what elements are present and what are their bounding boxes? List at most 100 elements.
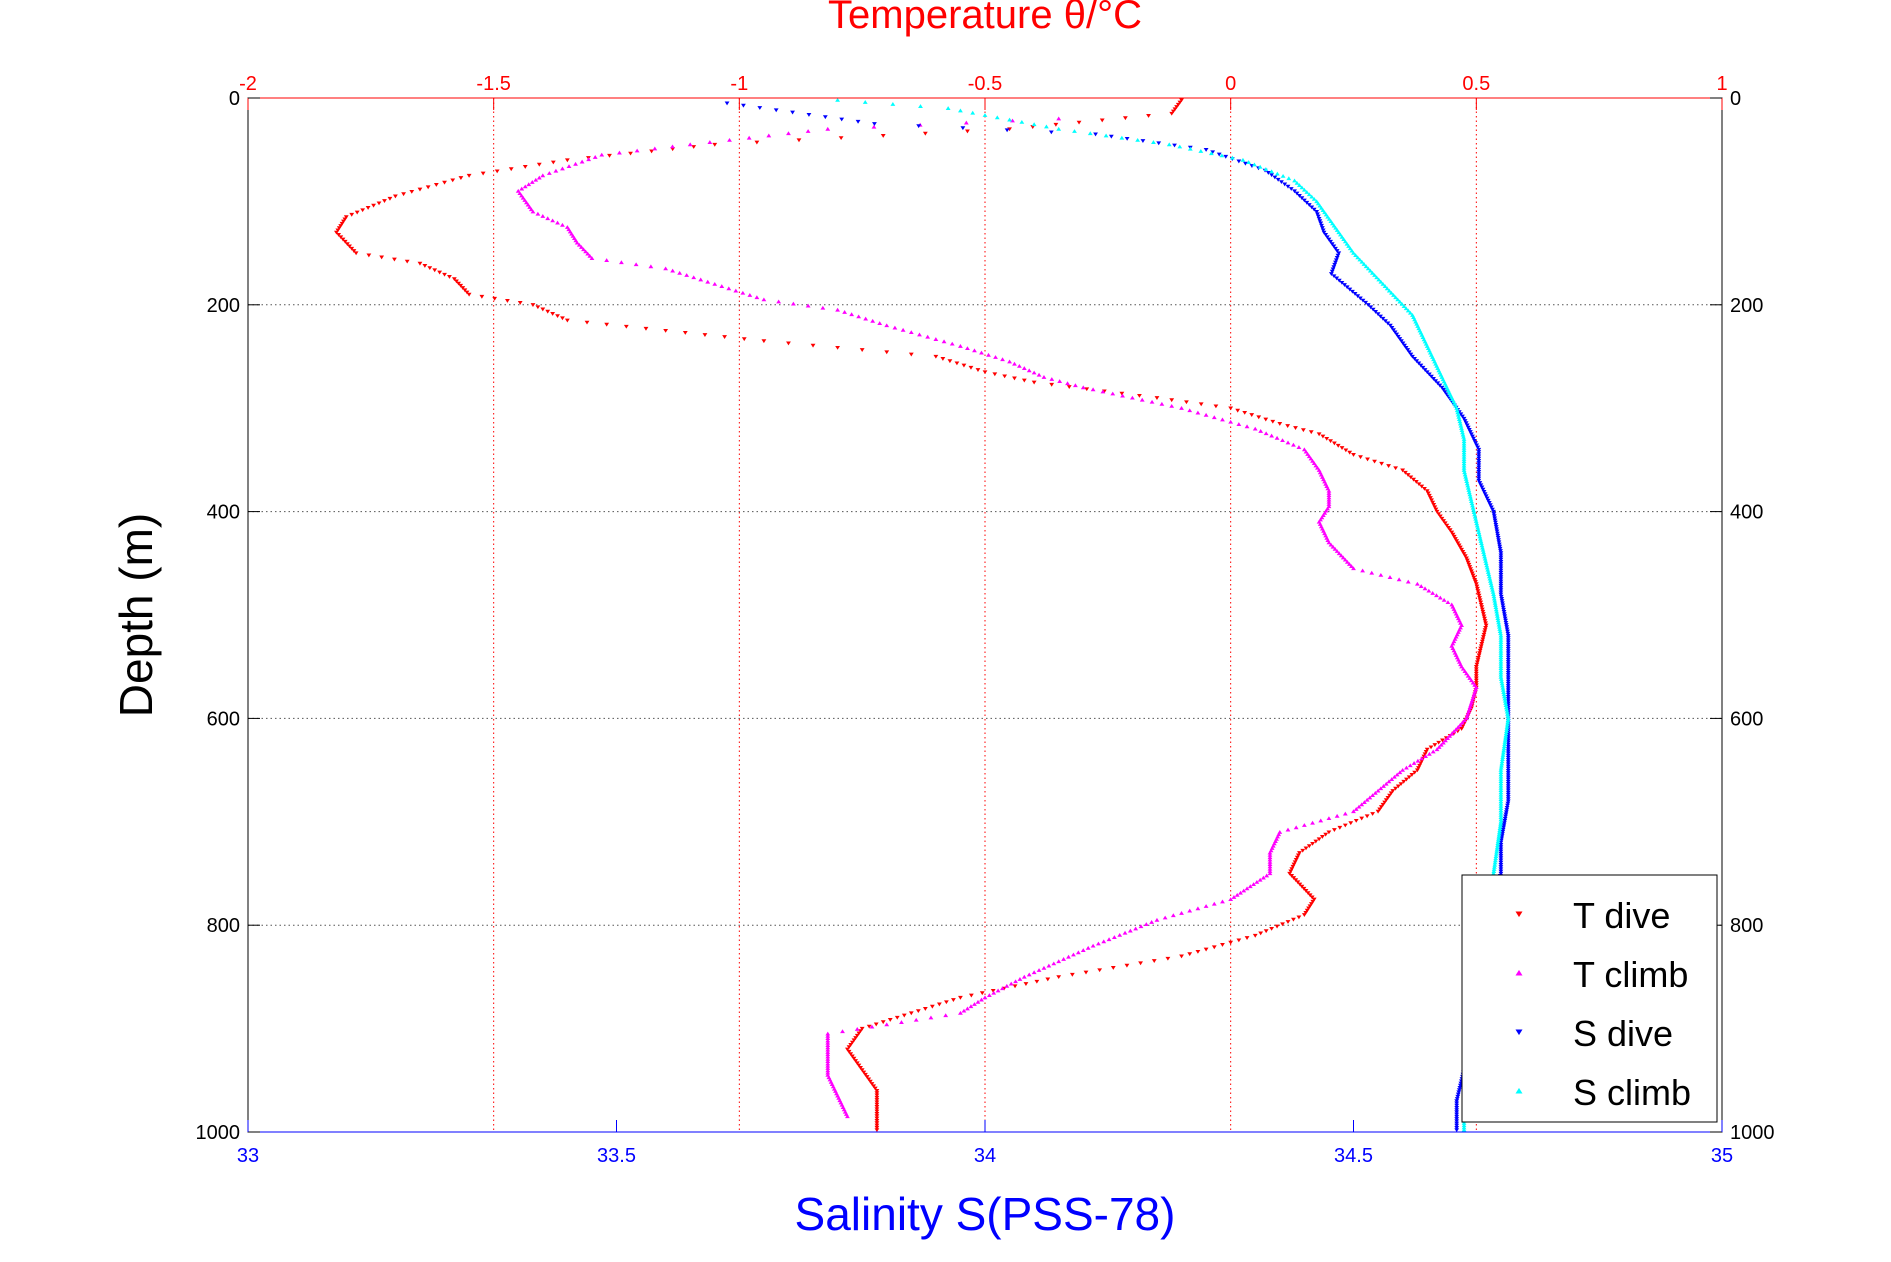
data-point [856,1063,862,1068]
data-point [943,1013,949,1018]
data-point [707,140,713,144]
data-point [1505,684,1511,688]
data-point [540,173,546,178]
data-point [1501,748,1507,753]
data-point [1364,814,1370,819]
data-point [1486,574,1492,579]
data-point [1476,472,1482,477]
data-point [1349,564,1354,568]
data-point [1124,136,1130,141]
data-point [1476,593,1482,598]
data-point [1499,763,1504,768]
data-point [1498,854,1504,858]
data-point [1498,783,1504,788]
data-point [1291,917,1296,922]
data-point [1477,648,1483,653]
data-point [825,1043,831,1047]
data-point [874,1098,880,1102]
data-point [746,135,752,140]
data-point [1492,598,1498,603]
data-point [1066,954,1071,959]
data-point [1396,577,1402,582]
data-point [1151,959,1157,963]
data-point [1445,600,1451,605]
data-point [1498,862,1504,867]
data-point [1351,809,1356,814]
data-point [1501,694,1507,699]
data-point [862,99,868,104]
data-point [1372,790,1378,795]
data-point [1498,659,1504,664]
data-point [1187,408,1193,413]
data-point [573,161,578,166]
data-point [1491,509,1496,514]
data-point [1002,374,1008,379]
data-point [1195,949,1201,954]
data-point [1461,443,1467,448]
data-point [1379,461,1384,466]
data-point [1280,438,1285,443]
data-point [442,272,447,277]
data-point [1324,235,1330,240]
data-point [517,301,523,305]
data-point [1498,575,1504,580]
data-point [1472,577,1478,582]
data-point [1505,720,1511,725]
depth-tick-label-right: 600 [1730,708,1763,730]
data-point [1285,440,1291,445]
data-point [1075,950,1081,955]
data-point [1306,203,1312,208]
data-point [1466,490,1472,495]
data-point [1256,415,1262,420]
data-point [1422,586,1428,591]
data-point [1474,443,1480,448]
data-point [1418,584,1424,588]
data-point [535,211,541,216]
data-point [1333,260,1338,265]
depth-tick-label-left: 0 [229,88,240,110]
data-point [1426,588,1432,593]
data-point [546,171,552,175]
data-point [908,330,914,335]
data-point [1341,237,1347,241]
data-point [1498,772,1504,777]
data-point [1073,383,1078,388]
data-point [1498,774,1504,779]
data-point [1263,167,1269,171]
data-point [1329,242,1335,247]
data-point [776,299,782,304]
data-point [1478,483,1484,488]
data-point [1482,556,1488,561]
data-point [979,997,984,1002]
data-point [872,122,877,127]
data-point [1285,424,1291,428]
data-point [1498,815,1504,819]
data-point [1503,810,1509,815]
data-point [1454,1105,1460,1110]
data-point [1394,772,1400,777]
data-point [722,335,727,340]
data-point [652,146,658,151]
data-point [1461,459,1467,464]
data-point [1450,532,1456,537]
data-point [1498,808,1504,813]
data-point [1407,310,1413,315]
data-point [1505,675,1511,680]
data-point [1445,736,1450,741]
data-point [874,1091,880,1096]
data-point [1087,131,1093,136]
data-point [579,245,584,249]
data-point [334,230,339,235]
data-point [1424,747,1430,752]
data-point [979,991,985,996]
legend-marker [1515,1087,1523,1094]
data-point [1339,280,1345,285]
data-point [1505,716,1511,721]
data-point [835,345,840,350]
data-point [1195,410,1201,415]
data-point [1496,836,1501,841]
data-point [592,155,598,159]
data-point [1308,430,1314,435]
data-point [1469,678,1474,683]
data-point [525,202,531,207]
